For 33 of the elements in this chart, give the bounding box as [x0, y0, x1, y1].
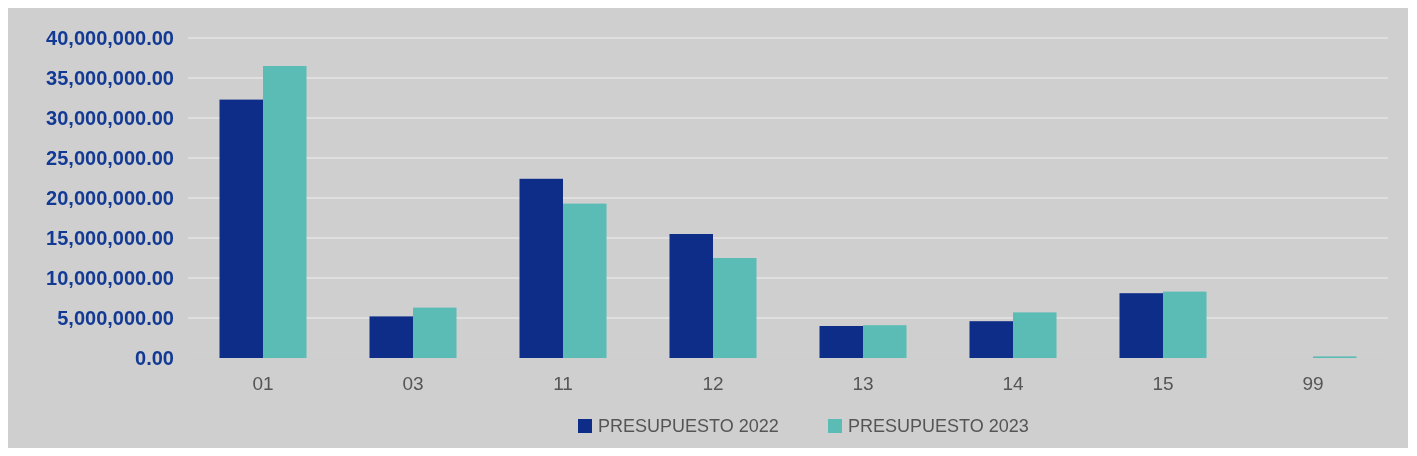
y-tick-label: 25,000,000.00	[46, 147, 174, 169]
x-tick-label: 12	[702, 373, 724, 394]
y-tick-label: 5,000,000.00	[57, 307, 174, 329]
y-tick-label: 40,000,000.00	[46, 27, 174, 49]
bar	[263, 66, 307, 358]
y-tick-label: 15,000,000.00	[46, 227, 174, 249]
x-tick-label: 15	[1152, 373, 1174, 394]
y-tick-label: 20,000,000.00	[46, 187, 174, 209]
x-tick-label: 11	[553, 373, 573, 394]
bar	[669, 234, 713, 358]
x-tick-label: 03	[402, 373, 424, 394]
bar	[713, 258, 757, 358]
bar	[563, 203, 607, 358]
bar	[969, 321, 1013, 358]
bar	[1013, 312, 1057, 358]
bar	[1163, 291, 1207, 358]
legend-label: PRESUPUESTO 2022	[598, 416, 779, 437]
legend-label: PRESUPUESTO 2023	[848, 416, 1029, 437]
y-tick-label: 30,000,000.00	[46, 107, 174, 129]
y-tick-label: 35,000,000.00	[46, 67, 174, 89]
bar	[413, 307, 457, 358]
bar	[1119, 293, 1163, 358]
x-tick-label: 13	[852, 373, 874, 394]
y-tick-label: 10,000,000.00	[46, 267, 174, 289]
bar	[519, 178, 563, 358]
bar	[219, 99, 263, 358]
y-tick-label: 0.00	[135, 347, 174, 369]
x-tick-label: 14	[1002, 373, 1024, 394]
x-tick-label: 01	[252, 373, 274, 394]
x-tick-label: 99	[1302, 373, 1324, 394]
bar	[863, 325, 907, 358]
bar	[369, 316, 413, 358]
bar	[819, 326, 863, 358]
